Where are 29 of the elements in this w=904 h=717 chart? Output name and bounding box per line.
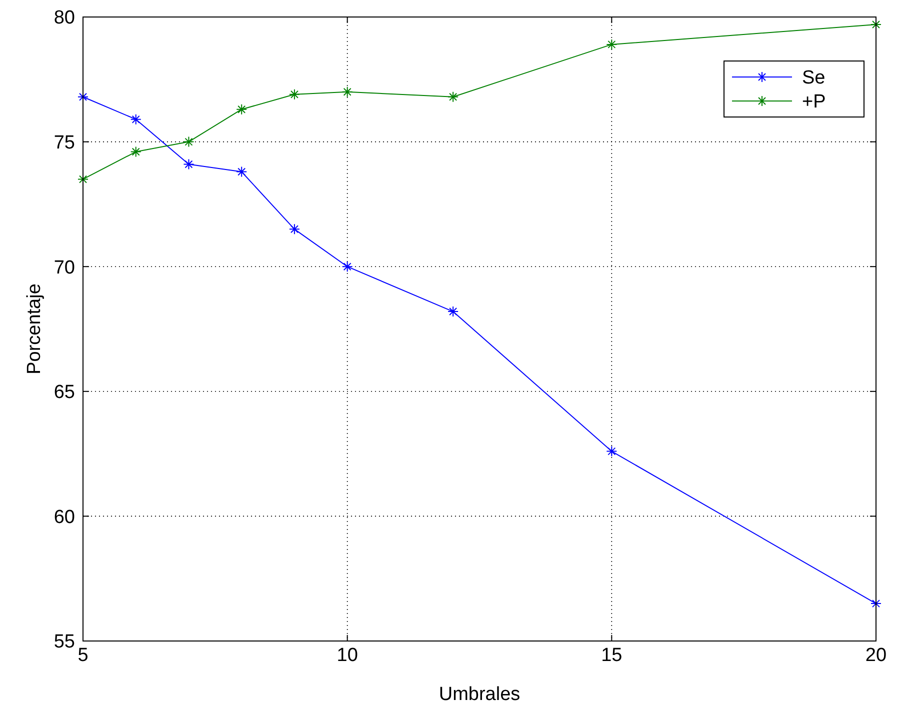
x-tick-label: 5 bbox=[78, 645, 88, 666]
point bbox=[183, 136, 194, 148]
point bbox=[606, 38, 618, 50]
point bbox=[288, 88, 300, 100]
point bbox=[236, 104, 248, 115]
point bbox=[183, 158, 194, 170]
y-tick-label: 55 bbox=[54, 632, 75, 653]
point bbox=[342, 261, 353, 272]
point bbox=[448, 306, 459, 318]
y-tick-label: 80 bbox=[54, 8, 75, 29]
x-tick-label: 10 bbox=[336, 645, 358, 666]
y-tick-label: 65 bbox=[54, 382, 75, 404]
x-axis-title: Umbrales bbox=[438, 684, 520, 705]
y-tick-label: 75 bbox=[54, 132, 75, 154]
y-tick-label: 60 bbox=[54, 506, 75, 528]
point bbox=[606, 446, 618, 457]
x-tick-label: 20 bbox=[865, 645, 887, 666]
point bbox=[288, 224, 300, 235]
x-tick-label: 15 bbox=[601, 645, 622, 666]
point bbox=[448, 91, 459, 102]
point bbox=[342, 86, 353, 98]
point bbox=[236, 166, 248, 178]
legend-label: +P bbox=[802, 92, 826, 113]
legend-label: Se bbox=[802, 68, 826, 89]
point bbox=[130, 146, 142, 158]
y-axis-title: Porcentaje bbox=[24, 284, 45, 374]
point bbox=[78, 174, 88, 185]
point bbox=[130, 114, 142, 125]
y-tick-label: 70 bbox=[54, 257, 75, 278]
